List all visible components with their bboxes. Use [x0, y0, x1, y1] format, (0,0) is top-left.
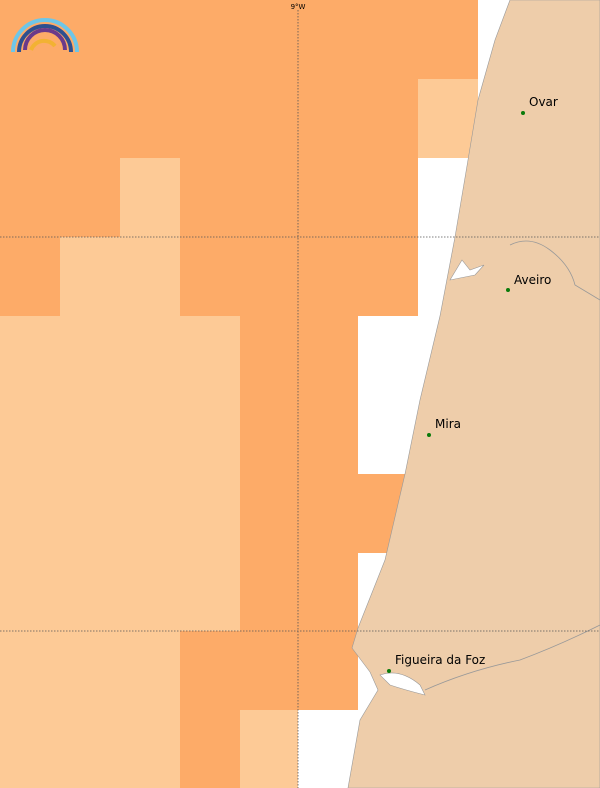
place-label: Ovar — [529, 95, 558, 109]
cells — [0, 0, 478, 788]
estuary — [379, 672, 426, 696]
place-label: Figueira da Foz — [395, 653, 485, 667]
place-dot — [427, 433, 431, 437]
graticule-label: 9°W — [291, 3, 306, 11]
place-dot — [506, 288, 510, 292]
place-dot — [387, 669, 391, 673]
place-label: Mira — [435, 417, 461, 431]
places: Ovar Aveiro Mira Figueira da Foz — [387, 95, 558, 673]
river — [509, 240, 600, 301]
lagoon — [449, 259, 485, 281]
place-label: Aveiro — [514, 273, 551, 287]
logo — [11, 18, 79, 53]
land — [347, 0, 600, 788]
river — [424, 624, 600, 691]
place-dot — [521, 111, 525, 115]
